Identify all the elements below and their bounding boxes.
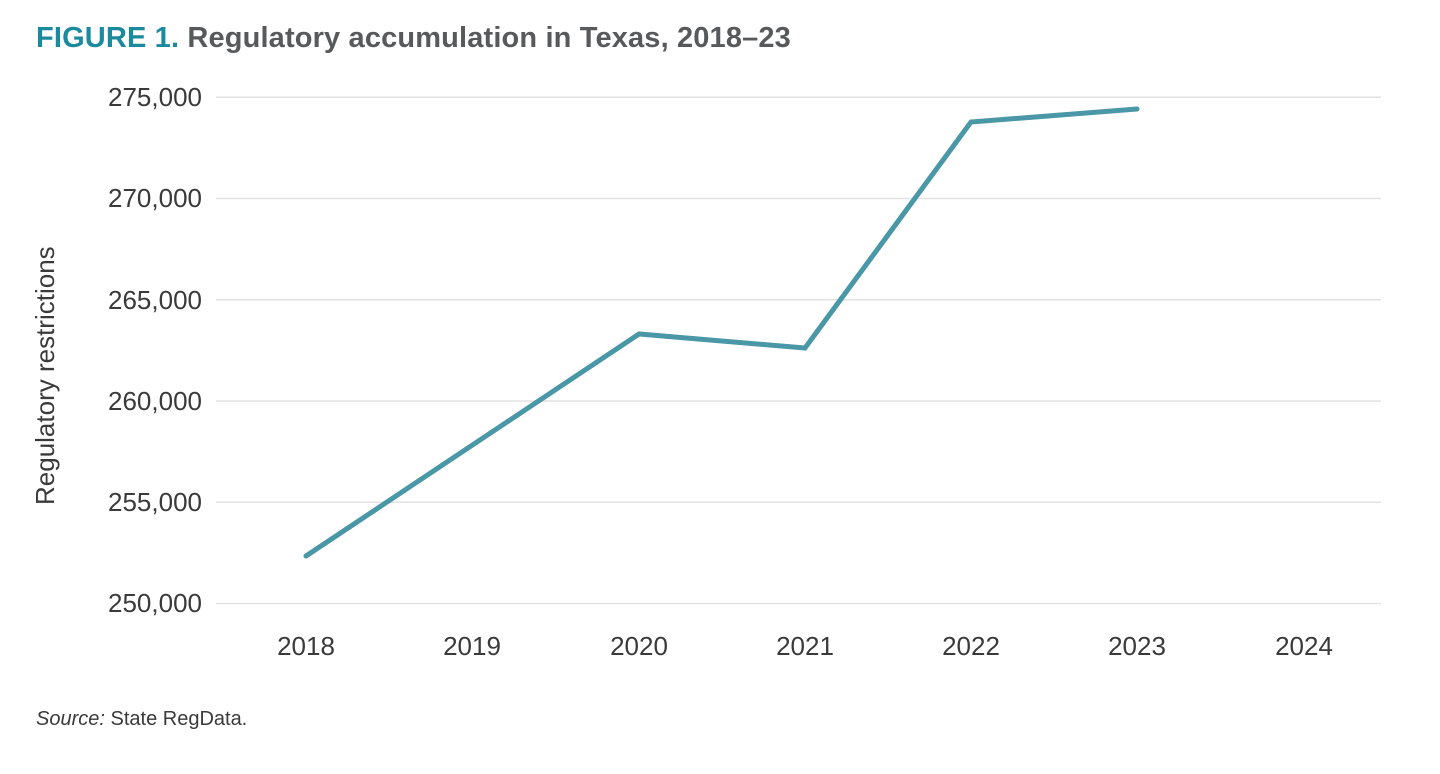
svg-text:2024: 2024 (1275, 631, 1333, 661)
svg-text:2020: 2020 (610, 631, 668, 661)
svg-text:255,000: 255,000 (108, 487, 202, 517)
svg-text:275,000: 275,000 (108, 82, 202, 112)
svg-text:2019: 2019 (443, 631, 501, 661)
svg-text:2018: 2018 (277, 631, 335, 661)
svg-text:2022: 2022 (942, 631, 1000, 661)
svg-text:2021: 2021 (776, 631, 834, 661)
svg-text:270,000: 270,000 (108, 183, 202, 213)
svg-text:250,000: 250,000 (108, 588, 202, 618)
svg-text:265,000: 265,000 (108, 285, 202, 315)
svg-text:2023: 2023 (1108, 631, 1166, 661)
svg-text:260,000: 260,000 (108, 386, 202, 416)
